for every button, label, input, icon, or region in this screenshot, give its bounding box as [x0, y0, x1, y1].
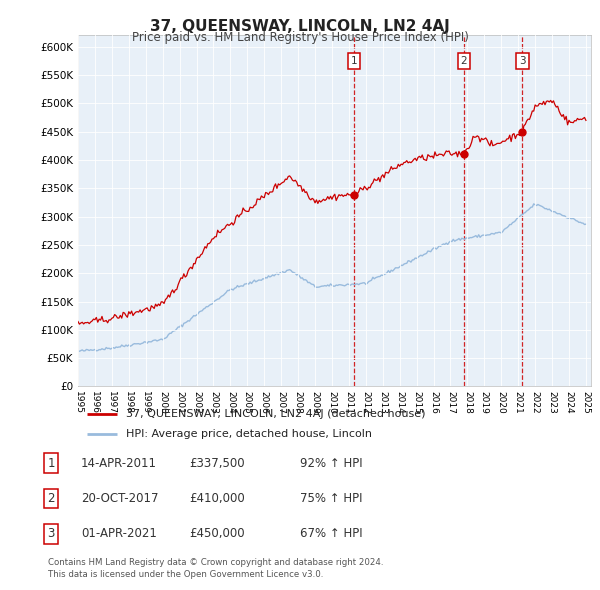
Text: 2: 2	[47, 492, 55, 505]
Text: Contains HM Land Registry data © Crown copyright and database right 2024.
This d: Contains HM Land Registry data © Crown c…	[48, 558, 383, 579]
Text: 1: 1	[47, 457, 55, 470]
Text: £450,000: £450,000	[189, 527, 245, 540]
Text: 92% ↑ HPI: 92% ↑ HPI	[300, 457, 362, 470]
Text: 75% ↑ HPI: 75% ↑ HPI	[300, 492, 362, 505]
Text: 3: 3	[47, 527, 55, 540]
Text: 67% ↑ HPI: 67% ↑ HPI	[300, 527, 362, 540]
Text: 1: 1	[350, 56, 357, 66]
Text: 2: 2	[461, 56, 467, 66]
Text: HPI: Average price, detached house, Lincoln: HPI: Average price, detached house, Linc…	[125, 430, 371, 440]
Text: £410,000: £410,000	[189, 492, 245, 505]
Text: 14-APR-2011: 14-APR-2011	[81, 457, 157, 470]
Text: 20-OCT-2017: 20-OCT-2017	[81, 492, 158, 505]
Text: 37, QUEENSWAY, LINCOLN, LN2 4AJ: 37, QUEENSWAY, LINCOLN, LN2 4AJ	[150, 19, 450, 34]
Text: 37, QUEENSWAY, LINCOLN, LN2 4AJ (detached house): 37, QUEENSWAY, LINCOLN, LN2 4AJ (detache…	[125, 409, 425, 418]
Text: 01-APR-2021: 01-APR-2021	[81, 527, 157, 540]
Text: £337,500: £337,500	[189, 457, 245, 470]
Text: Price paid vs. HM Land Registry's House Price Index (HPI): Price paid vs. HM Land Registry's House …	[131, 31, 469, 44]
Text: 3: 3	[519, 56, 526, 66]
